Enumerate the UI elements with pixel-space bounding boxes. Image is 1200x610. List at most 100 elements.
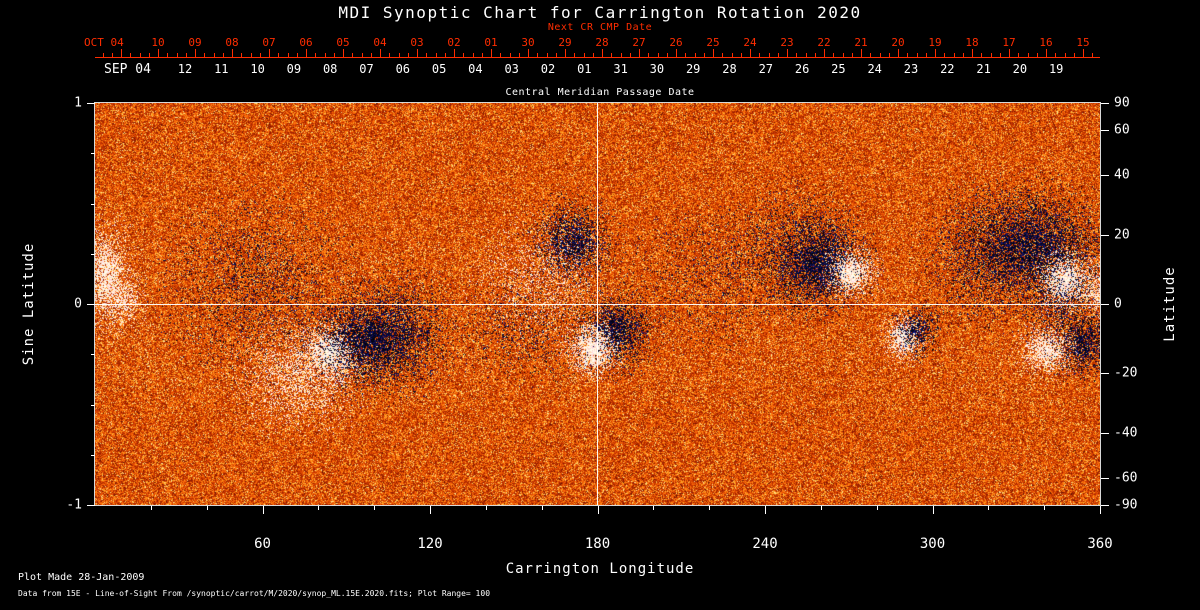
oct-day-label: 02 [447,36,461,49]
next-cr-ruler-tick [259,53,261,57]
next-cr-ruler-tick [1009,49,1010,57]
sine-lat-major-tick [87,505,95,506]
next-cr-ruler-tick [481,53,483,57]
sep-day-label: 31 [613,62,628,76]
x-axis-title: Carrington Longitude [505,561,695,577]
sine-lat-tick-label: -1 [66,497,82,513]
sep-day-label: 08 [322,62,338,76]
next-cr-ruler-tick [324,53,326,57]
next-cr-ruler-tick [565,49,566,57]
next-cr-ruler-tick [824,49,825,57]
next-cr-ruler-tick [990,53,992,57]
longitude-minor-tick [541,506,543,510]
next-cr-ruler-tick [703,53,705,57]
next-cr-ruler-tick [111,53,113,57]
sine-lat-minor-tick [91,354,95,356]
next-cr-ruler-tick [648,53,650,57]
oct-day-label: 21 [854,36,868,49]
sine-lat-minor-tick [91,203,95,205]
y-axis-title-right: Latitude [1162,266,1178,342]
next-cr-ruler-tick [158,49,159,57]
latitude-tick-label: -90 [1114,497,1138,513]
oct-day-label: 08 [225,36,239,49]
latitude-tick-label: 0 [1114,296,1122,312]
next-cr-ruler-tick [333,53,335,57]
next-cr-ruler-tick [102,53,104,57]
sep-month-label: SEP 04 [104,62,151,77]
sep-day-label: 30 [649,62,665,76]
latitude-major-tick [1101,433,1109,435]
next-cr-ruler-tick [195,49,196,57]
oct-day-label: 20 [891,36,905,49]
oct-day-label: 25 [706,36,720,49]
sep-day-label: 24 [867,62,882,76]
oct-day-label: 10 [151,36,165,49]
longitude-minor-tick [653,506,655,510]
longitude-minor-tick [206,506,208,510]
sep-day-label: 06 [395,62,411,76]
latitude-tick-label: 90 [1114,95,1130,111]
data-source-note: Data from 15E - Line-of-Sight From /syno… [18,589,491,598]
next-cr-ruler-tick [537,53,539,57]
sine-lat-minor-tick [91,404,95,406]
sep-day-label: 27 [758,62,774,76]
sep-day-label: 20 [1012,62,1028,76]
latitude-tick-label: -60 [1114,470,1138,486]
next-cr-ruler-tick [1073,53,1075,57]
next-cr-ruler-tick [787,49,788,57]
latitude-tick-label: -40 [1114,425,1138,441]
next-cr-ruler-tick [1092,53,1094,57]
sep-day-label: 19 [1048,62,1064,76]
oct-day-label: 18 [965,36,979,49]
sine-lat-minor-tick [91,454,95,456]
next-cr-ruler-tick [472,53,474,57]
oct-day-label: 29 [558,36,572,49]
plot-area [95,103,1100,505]
oct-day-label: 24 [743,36,757,49]
next-cr-ruler-tick [796,53,798,57]
longitude-minor-tick [709,506,711,510]
next-cr-ruler-tick [750,49,751,57]
next-cr-ruler-tick [167,53,169,57]
oct-day-label: 19 [928,36,942,49]
next-cr-ruler-tick [491,49,492,57]
oct-day-label: 17 [1002,36,1016,49]
longitude-major-tick [765,506,766,514]
oct-day-label: 09 [188,36,202,49]
next-cr-ruler-tick [222,53,224,57]
next-cr-ruler-tick [639,49,640,57]
oct-day-label: 30 [521,36,535,49]
longitude-tick-label: 360 [1087,536,1113,552]
sep-day-label: 03 [504,62,519,76]
next-cr-ruler-tick [528,49,529,57]
next-cr-ruler-tick [842,53,844,57]
sep-day-label: 28 [722,62,737,76]
longitude-major-tick [262,506,264,514]
next-cr-ruler-tick [121,49,122,57]
next-cr-ruler-tick [583,53,585,57]
next-cr-ruler-tick [611,53,613,57]
longitude-minor-tick [876,506,878,510]
longitude-minor-tick [374,506,376,510]
next-cr-ruler-tick [953,53,955,57]
next-cr-ruler-tick [232,49,233,57]
next-cr-ruler-tick [657,53,659,57]
next-cr-ruler-tick [731,53,733,57]
next-cr-ruler-tick [1064,53,1066,57]
oct-day-label: 27 [632,36,646,49]
next-cr-ruler-tick [713,49,714,57]
next-cr-ruler-tick [592,53,594,57]
longitude-minor-tick [988,506,990,510]
oct-day-label: 07 [262,36,276,49]
latitude-tick-label: 20 [1114,227,1130,243]
sep-day-label: 02 [540,62,556,76]
latitude-tick-label: 40 [1114,167,1130,183]
next-cr-ruler-tick [759,53,761,57]
oct-day-label: 26 [669,36,683,49]
longitude-major-tick [932,506,934,514]
latitude-tick-label: -20 [1114,365,1138,381]
next-cr-ruler-tick [435,53,437,57]
next-cr-ruler-tick [925,53,927,57]
longitude-major-tick [430,506,431,514]
next-cr-ruler-tick [944,53,946,57]
